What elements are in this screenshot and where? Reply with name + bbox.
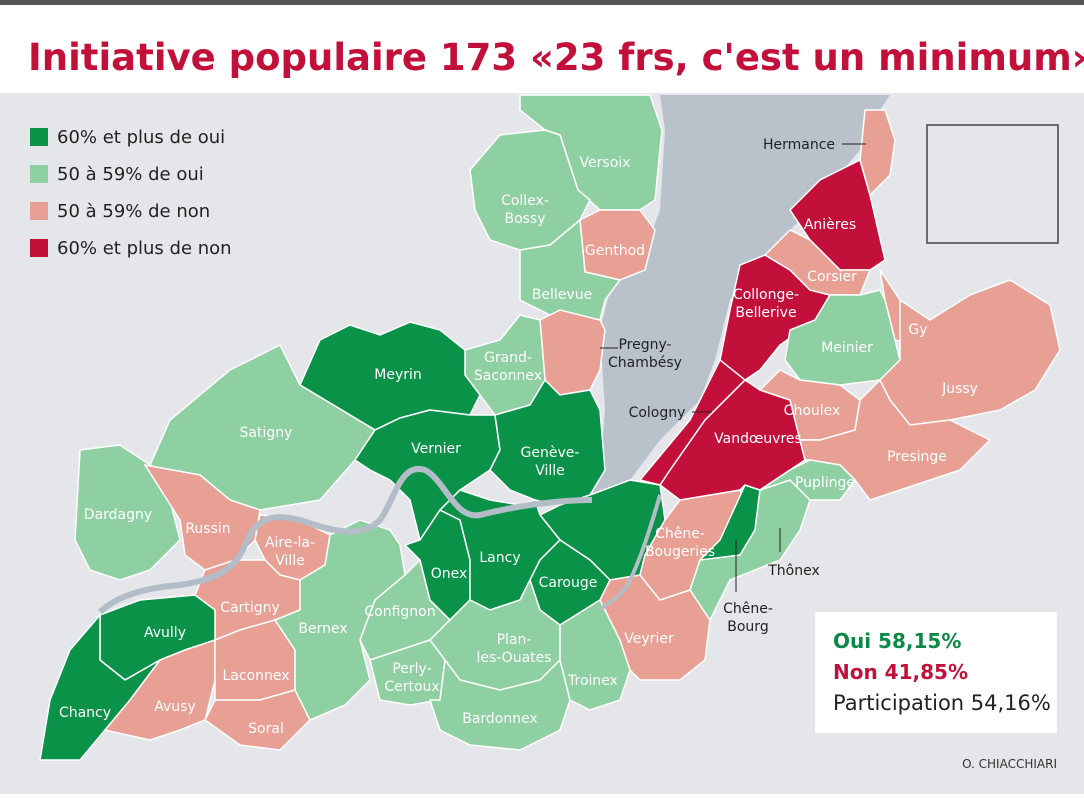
commune-area	[759, 459, 856, 501]
commune-label: Gy	[908, 322, 927, 338]
commune-label: Cologny	[629, 405, 686, 421]
commune-label: Plan-les-Ouates	[476, 632, 551, 666]
river	[598, 494, 662, 612]
commune-label: Genthod	[585, 243, 645, 259]
commune-label: Aire-la- Ville	[265, 535, 315, 569]
commune-label: Genève- Ville	[521, 445, 580, 479]
legend-swatch	[30, 202, 48, 220]
commune-label: Thônex	[767, 563, 820, 579]
legend-label: 50 à 59% de oui	[57, 164, 204, 185]
commune-label: Meyrin	[374, 367, 422, 383]
legend-swatch	[30, 239, 48, 257]
commune-label: Chancy	[59, 705, 111, 721]
commune-label: Collonge- Bellerive	[733, 287, 799, 321]
commune-label: Pregny- Chambésy	[608, 337, 682, 371]
commune-label: Chêne- Bougeries	[645, 526, 715, 560]
commune-area	[519, 218, 622, 321]
commune-label: Jussy	[941, 381, 978, 397]
legend-swatch	[30, 128, 48, 146]
commune-label-line: Bossy	[504, 211, 545, 227]
commune-label-line: les-Ouates	[476, 650, 551, 666]
commune-area	[469, 129, 591, 251]
title: Initiative populaire 173 «23 frs, c'est …	[28, 36, 1084, 79]
commune-label: Bardonnex	[462, 711, 538, 727]
commune-label-line: Certoux	[384, 679, 439, 695]
commune-label: Carouge	[539, 575, 598, 591]
legend-label: 60% et plus de non	[57, 238, 232, 259]
commune-label: Veyrier	[624, 631, 674, 647]
commune-label-line: Perly-	[392, 661, 431, 677]
commune-label-line: Bellerive	[735, 305, 796, 321]
river	[97, 465, 593, 615]
results: Oui 58,15% Non 41,85% Participation 54,16%	[833, 629, 1051, 715]
result-line: Participation 54,16%	[833, 691, 1051, 715]
commune-label: Puplinge	[795, 475, 855, 491]
credit: O. CHIACCHIARI	[962, 757, 1057, 771]
legend: 60% et plus de oui 50 à 59% de oui 50 à 59…	[30, 127, 232, 259]
legend-label: 60% et plus de oui	[57, 127, 225, 148]
legend-swatch	[30, 165, 48, 183]
commune-label: Versoix	[580, 155, 631, 171]
results-box	[815, 612, 1057, 733]
commune-label: Avusy	[154, 699, 196, 715]
commune-label-line: Collonge-	[733, 287, 799, 303]
commune-label: Lancy	[479, 550, 520, 566]
commune-label-line: Ville	[275, 553, 305, 569]
commune-label: Satigny	[240, 425, 293, 441]
commune-label-line: Genève-	[521, 445, 580, 461]
commune-label: Chêne- Bourg	[723, 601, 773, 635]
commune-label: Cartigny	[220, 600, 280, 616]
commune-label: Presinge	[887, 449, 947, 465]
commune-label: Vernier	[411, 441, 461, 457]
commune-label-line: Ville	[535, 463, 565, 479]
commune-label-line: Collex-	[501, 193, 549, 209]
commune-label: Confignon	[364, 604, 435, 620]
commune-label-line: Grand-	[484, 350, 532, 366]
commune-label: Russin	[185, 521, 230, 537]
commune-area	[763, 229, 872, 296]
commune-label: Onex	[431, 566, 468, 582]
inset-frame	[926, 124, 1059, 244]
commune-label: Meinier	[821, 340, 873, 356]
commune-area	[39, 612, 161, 761]
commune-label: Vandœuvres	[714, 431, 802, 447]
commune-label-line: Saconnex	[474, 368, 542, 384]
header	[0, 5, 1084, 93]
commune-label-line: Chêne-	[655, 526, 705, 542]
commune-label: Corsier	[807, 269, 857, 285]
commune-label: Laconnex	[222, 668, 289, 684]
commune-label-line: Plan-	[497, 632, 532, 648]
commune-label: Dardagny	[84, 507, 152, 523]
commune-label-line: Chêne-	[723, 601, 773, 617]
commune-label-line: Pregny-	[618, 337, 671, 353]
commune-label-line: Bourg	[727, 619, 768, 635]
commune-label: Hermance	[763, 137, 835, 153]
legend-label: 50 à 59% de non	[57, 201, 210, 222]
result-line: Non 41,85%	[833, 660, 968, 684]
commune-label: Perly- Certoux	[384, 661, 439, 695]
commune-label: Bernex	[298, 621, 347, 637]
commune-area	[489, 378, 606, 506]
commune-label: Troinex	[567, 673, 618, 689]
commune-label: Bellevue	[532, 287, 592, 303]
commune-label-line: Chambésy	[608, 355, 682, 371]
commune-area	[859, 109, 896, 197]
commune-label-line: Aire-la-	[265, 535, 315, 551]
commune-label: Anières	[804, 217, 856, 233]
communes: Versoix Collex- Bossy Genthod Bellevue Pregny…	[39, 94, 1061, 761]
commune-label: Soral	[248, 721, 284, 737]
result-line: Oui 58,15%	[833, 629, 961, 653]
commune-label: Collex- Bossy	[501, 193, 549, 227]
commune-label: Grand- Saconnex	[474, 350, 542, 384]
commune-area	[599, 574, 711, 681]
commune-label: Choulex	[784, 403, 841, 419]
top-rule	[0, 0, 1084, 5]
commune-label-line: Bougeries	[645, 544, 715, 560]
commune-label: Avully	[144, 625, 186, 641]
